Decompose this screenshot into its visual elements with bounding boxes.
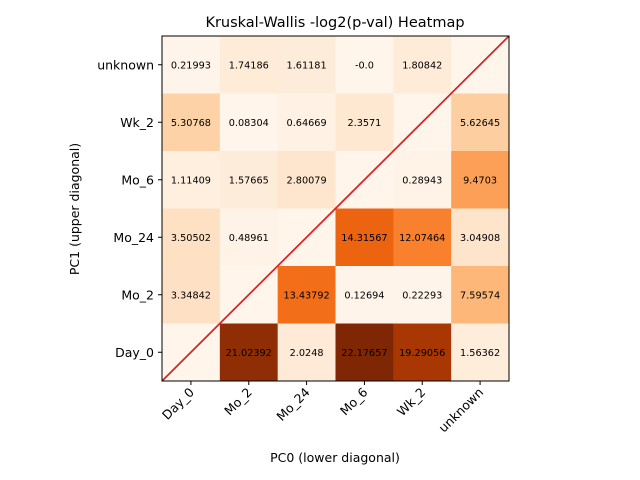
cell-value-label: 0.22293 [402, 290, 442, 301]
heatmap-cell [451, 323, 510, 382]
heatmap-cell [162, 151, 221, 209]
heatmap-cell [335, 266, 394, 324]
heatmap-cell [219, 93, 279, 152]
heatmap-cell [335, 93, 394, 152]
x-tick-label: Mo_24 [273, 384, 312, 423]
heatmap-cell [219, 208, 279, 267]
heatmap-cell [219, 36, 279, 94]
cell-value-label: 1.61181 [287, 60, 327, 71]
heatmap-cell [162, 93, 221, 152]
cell-value-label: 5.62645 [460, 118, 500, 129]
cell-value-label: 22.17657 [341, 348, 387, 359]
heatmap-cell [393, 36, 452, 94]
heatmap-cell [277, 151, 336, 209]
heatmap-cell [335, 323, 394, 382]
y-tick-label: Mo_24 [113, 230, 154, 245]
x-tick-label: Day_0 [159, 384, 197, 422]
heatmap-cell [393, 151, 452, 209]
heatmap-cell [393, 323, 452, 382]
plot-frame [161, 35, 510, 382]
cell-value-label: 21.02392 [226, 348, 272, 359]
heatmap-cell [451, 208, 510, 267]
heatmap-cell [451, 151, 510, 209]
cell-value-label: 1.74186 [229, 60, 269, 71]
x-tick-label: Wk_2 [394, 385, 429, 420]
cell-value-label: 0.48961 [229, 233, 269, 244]
heatmap-cell [219, 151, 279, 209]
cell-value-label: 2.0248 [290, 348, 324, 359]
x-tick-label: Mo_6 [337, 384, 371, 418]
cell-value-label: 5.30768 [171, 118, 211, 129]
heatmap-cell [393, 208, 452, 267]
cell-value-label: 3.50502 [171, 233, 211, 244]
heatmap-cell [219, 323, 279, 382]
x-tick-label: Mo_2 [221, 385, 255, 419]
cell-value-label: 0.12694 [344, 290, 384, 301]
heatmap-cell [162, 266, 221, 324]
heatmap-cell [277, 266, 336, 324]
heatmap-cell [277, 323, 336, 382]
y-tick-label: Day_0 [115, 345, 154, 360]
cell-value-label: 13.43792 [283, 290, 329, 301]
heatmap-cell [335, 36, 394, 94]
heatmap-cell [451, 93, 510, 152]
heatmap-cell [335, 208, 394, 267]
cell-value-label: 14.31567 [341, 233, 387, 244]
heatmap-cells [162, 36, 510, 382]
heatmap-cell-labels: 0.21993 1.74186 1.61181 -0.0 1.80842 5.30768 0… [171, 60, 500, 359]
heatmap-cell [451, 266, 510, 324]
cell-value-label: 0.28943 [402, 175, 442, 186]
cell-value-label: 9.4703 [463, 175, 497, 186]
cell-value-label: 1.56362 [460, 348, 500, 359]
y-tick-label: Mo_6 [121, 172, 154, 187]
cell-value-label: 0.08304 [229, 118, 269, 129]
cell-value-label: 12.07464 [399, 233, 445, 244]
cell-value-label: 1.57665 [229, 175, 269, 186]
y-tick-label: Mo_2 [121, 287, 154, 302]
diagonal-line [161, 35, 510, 382]
cell-value-label: 2.80079 [287, 175, 327, 186]
cell-value-label: 1.11409 [171, 175, 211, 186]
y-axis-ticks: unknown Wk_2 Mo_6 Mo_24 Mo_2 Day_0 [97, 57, 162, 360]
cell-value-label: 2.3571 [347, 118, 381, 129]
cell-value-label: 0.21993 [171, 60, 211, 71]
heatmap-cell [393, 266, 452, 324]
y-tick-label: unknown [97, 57, 154, 72]
chart-title: Kruskal-Wallis -log2(p-val) Heatmap [205, 15, 464, 31]
cell-value-label: -0.0 [355, 60, 374, 71]
heatmap-cell [162, 36, 221, 94]
heatmap-cell [277, 36, 336, 94]
y-tick-label: Wk_2 [120, 115, 154, 130]
cell-value-label: 1.80842 [402, 60, 442, 71]
x-axis-ticks: Day_0 Mo_2 Mo_24 Mo_6 Wk_2 unknown [159, 381, 486, 435]
cell-value-label: 3.04908 [460, 233, 500, 244]
x-tick-label: unknown [435, 385, 486, 436]
y-axis-label: PC1 (upper diagonal) [67, 143, 82, 275]
cell-value-label: 19.29056 [399, 348, 445, 359]
heatmap-cell [162, 208, 221, 267]
cell-value-label: 0.64669 [287, 118, 327, 129]
cell-value-label: 7.59574 [460, 290, 500, 301]
heatmap-cell [277, 93, 336, 152]
x-axis-label: PC0 (lower diagonal) [270, 450, 400, 465]
cell-value-label: 3.34842 [171, 290, 211, 301]
